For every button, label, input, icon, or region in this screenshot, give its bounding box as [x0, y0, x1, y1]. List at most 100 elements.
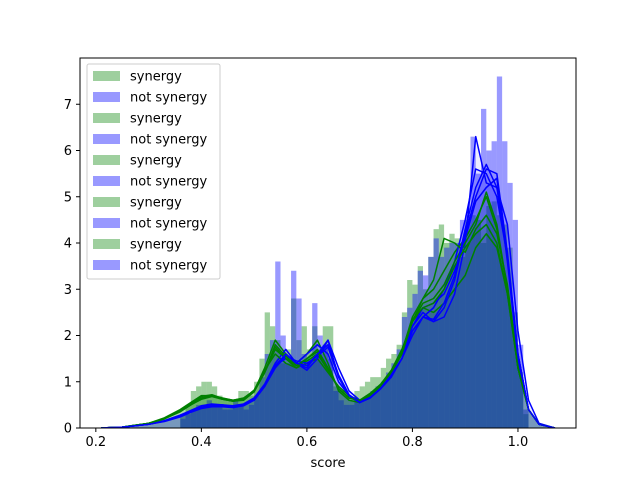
histogram-bar-synergy [407, 280, 413, 428]
legend-label-synergy: synergy [130, 196, 182, 211]
histogram-bar-synergy [370, 377, 376, 428]
histogram-bar-not-synergy [444, 247, 450, 428]
histogram-bar-synergy [481, 243, 487, 428]
legend-label-synergy: synergy [130, 70, 182, 85]
histogram-bar-not-synergy [227, 409, 234, 428]
histogram-bar-not-synergy [338, 400, 344, 428]
histogram-bar-not-synergy [459, 219, 466, 428]
histogram-bar-synergy [275, 340, 281, 428]
histogram-bar-synergy [491, 201, 497, 428]
x-tick-label: 0.2 [85, 435, 106, 450]
y-tick-label: 6 [64, 144, 72, 159]
histogram-bar-synergy [338, 391, 344, 428]
histogram-bar-synergy [306, 349, 313, 428]
legend: synergy not synergy synergy not synergy syne… [86, 63, 221, 280]
histogram-bar-not-synergy [222, 409, 228, 428]
kde-line-not-synergy [101, 163, 556, 428]
kde-area-synergy [101, 196, 555, 428]
histogram-bar-not-synergy [328, 358, 334, 428]
histogram-bar-not-synergy [185, 414, 191, 428]
histogram-bar-not-synergy [211, 404, 218, 428]
histogram-bar-not-synergy [349, 404, 355, 428]
y-tick-label: 0 [64, 422, 72, 437]
histogram-bar-synergy [523, 414, 529, 428]
histogram-bar-not-synergy [433, 238, 439, 428]
histogram-bar-synergy [496, 215, 503, 428]
histogram-bar-synergy [333, 386, 339, 428]
histogram-bar-synergy [359, 386, 365, 428]
legend-label-synergy: synergy [130, 154, 182, 169]
histogram-bar-synergy [428, 256, 434, 428]
histogram-bar-synergy [254, 381, 260, 428]
histogram-bar-not-synergy [407, 307, 413, 428]
y-axis: 0 1 2 3 4 5 6 7 [64, 98, 80, 437]
kde-area-not-synergy [101, 136, 555, 428]
x-tick-label: 0.8 [402, 435, 423, 450]
legend-label-not-synergy: not synergy [130, 91, 207, 106]
histogram-bar-synergy [512, 312, 518, 428]
histogram-bar-not-synergy [475, 173, 482, 428]
histogram-bar-synergy [486, 206, 492, 428]
histogram-bar-not-synergy [190, 409, 197, 428]
histogram-bar-not-synergy [486, 150, 492, 428]
x-tick-label: 0.4 [191, 435, 212, 450]
histogram-bar-not-synergy [481, 108, 487, 428]
histogram-bar-synergy [248, 395, 255, 428]
histogram-bar-synergy [312, 326, 318, 428]
kde-area-synergy [101, 215, 555, 428]
kde-area-synergy [101, 192, 555, 428]
histogram-bar-synergy [322, 326, 328, 428]
histogram-bar-synergy [301, 326, 307, 428]
kde-area-synergy [101, 233, 555, 428]
histogram-bar-not-synergy [470, 136, 476, 428]
histogram-bar-not-synergy [285, 363, 292, 428]
histogram-bar-not-synergy [422, 275, 429, 428]
histogram-bar-not-synergy [391, 363, 397, 428]
histogram-bar-synergy [517, 372, 524, 428]
histogram-bar-not-synergy [306, 358, 313, 428]
histogram-bar-synergy [502, 224, 508, 428]
legend-box [86, 63, 221, 280]
histogram-bar-not-synergy [523, 409, 529, 428]
histogram-bar-not-synergy [269, 340, 276, 428]
histogram-bar-not-synergy [180, 418, 186, 428]
y-tick-label: 2 [64, 329, 72, 344]
x-tick-label: 0.6 [297, 435, 318, 450]
histogram-bar-not-synergy [412, 293, 418, 428]
histogram-bar-synergy [459, 256, 466, 428]
histogram-bar-synergy [343, 395, 350, 428]
legend-label-not-synergy: not synergy [130, 175, 207, 190]
y-tick-label: 7 [64, 98, 72, 113]
histogram-bar-not-synergy [417, 270, 423, 428]
legend-swatch-synergy [93, 71, 120, 81]
histogram-bar-synergy [417, 266, 423, 428]
legend-swatch-not-synergy [93, 134, 120, 144]
histogram-bar-synergy [317, 354, 323, 428]
histogram-bar-not-synergy [196, 404, 202, 428]
histogram-bar-synergy [386, 358, 392, 428]
histogram-bar-not-synergy [449, 243, 455, 428]
histogram-bar-synergy [438, 224, 445, 428]
legend-swatch-not-synergy [93, 260, 120, 270]
x-axis-label: score [311, 456, 346, 471]
histogram-bar-not-synergy [380, 381, 387, 428]
histogram-bar-synergy [364, 381, 371, 428]
kde-area-not-synergy [101, 164, 555, 428]
y-tick-label: 4 [64, 237, 72, 252]
histogram-bar-not-synergy [354, 400, 360, 428]
histogram-bar-not-synergy [396, 349, 402, 428]
legend-swatch-synergy [93, 113, 120, 123]
histogram-bar-synergy [280, 363, 286, 428]
histogram-bar-synergy [233, 400, 239, 428]
kde-line-not-synergy [101, 177, 556, 428]
histogram-bar-synergy [380, 367, 387, 428]
histogram-bar-not-synergy [264, 354, 270, 428]
histogram-bar-not-synergy [238, 404, 244, 428]
histogram-bar-not-synergy [386, 372, 392, 428]
legend-swatch-synergy [93, 155, 120, 165]
histogram-bar-not-synergy [322, 344, 328, 428]
histogram-bar-not-synergy [233, 400, 239, 428]
histogram-bar-not-synergy [438, 256, 445, 428]
histogram-bar-synergy [354, 391, 360, 428]
